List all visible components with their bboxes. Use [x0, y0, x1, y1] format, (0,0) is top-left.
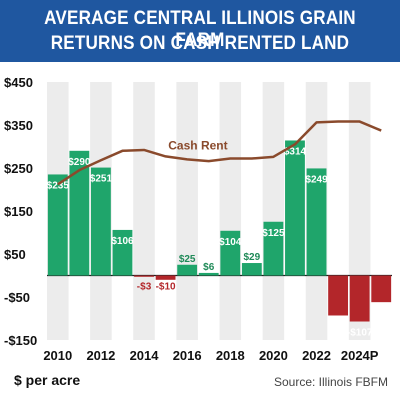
y-tick-label: $50: [4, 247, 26, 262]
data-label-2019: $29: [244, 252, 261, 263]
cash-rent-label: Cash Rent: [168, 138, 227, 152]
data-label-2016: $25: [179, 254, 196, 265]
x-tick-label: 2010: [43, 348, 72, 363]
bar-2012: [90, 167, 111, 276]
data-label-2010: $235: [47, 180, 70, 191]
data-label-2021: $314: [284, 146, 307, 157]
y-tick-label: $150: [4, 204, 33, 219]
bar-2011: [69, 150, 90, 276]
y-tick-label: $350: [4, 118, 33, 133]
data-label-2015: -$10: [156, 282, 176, 293]
x-tick-label: 2016: [173, 348, 202, 363]
background-band: [176, 82, 198, 340]
data-label-2020: $125: [262, 228, 285, 239]
bar-2022: [306, 168, 327, 276]
title-banner: AVERAGE CENTRAL ILLINOIS GRAIN FARM RETU…: [0, 0, 400, 62]
bar-2023: [328, 275, 349, 316]
bar-2018: [220, 230, 241, 276]
background-band: [219, 82, 242, 340]
x-tick-label: 2012: [86, 348, 115, 363]
unit-label: $ per acre: [14, 372, 81, 388]
bar-2019: [241, 263, 262, 276]
bar-2025P: [371, 275, 392, 303]
data-label-2023: -$93: [328, 321, 348, 332]
x-tick-label: 2022: [302, 348, 331, 363]
x-tick-label: 2024P: [341, 348, 379, 363]
bar-2024P: [349, 275, 370, 322]
data-label-2013: $106: [111, 236, 134, 247]
y-tick-label: $450: [4, 75, 33, 90]
y-tick-label: -$50: [4, 290, 30, 305]
data-label-2017: $6: [203, 262, 215, 273]
chart-title-line-1: AVERAGE CENTRAL ILLINOIS GRAIN FARM: [44, 8, 356, 51]
data-label-2011: $290: [68, 157, 91, 168]
bar-2015: [155, 275, 176, 280]
data-label-2018: $104: [219, 237, 242, 248]
data-label-2024P: -$107: [347, 328, 373, 339]
bar-2010: [47, 174, 68, 276]
data-label-2022: $249: [305, 174, 328, 185]
background-band: [133, 82, 155, 340]
data-label-2025P: -$62: [371, 308, 391, 319]
x-tick-label: 2020: [259, 348, 288, 363]
x-tick-label: 2018: [216, 348, 245, 363]
bar-2014: [134, 275, 154, 277]
data-label-2014: -$3: [137, 282, 152, 293]
y-tick-label: $250: [4, 161, 33, 176]
returns-chart: $235 $290 $251 $106 -$3 -$10 $25 $6 $104$29 $125 $…: [4, 75, 392, 363]
background-band: [262, 82, 285, 340]
bar-2013: [112, 229, 133, 276]
bar-2021: [285, 140, 305, 276]
bar-2020: [263, 221, 284, 276]
y-tick-label: -$150: [4, 333, 37, 348]
cash-rent-line: [57, 120, 382, 186]
bar-2017: [198, 272, 219, 276]
chart-title-line-2: RETURNS ON CASH RENTED LAND: [50, 33, 350, 54]
source-note: Source: Illinois FBFM: [273, 375, 388, 389]
bar-2016: [177, 264, 198, 276]
x-tick-label: 2014: [130, 348, 160, 363]
data-label-2012: $251: [90, 174, 113, 185]
